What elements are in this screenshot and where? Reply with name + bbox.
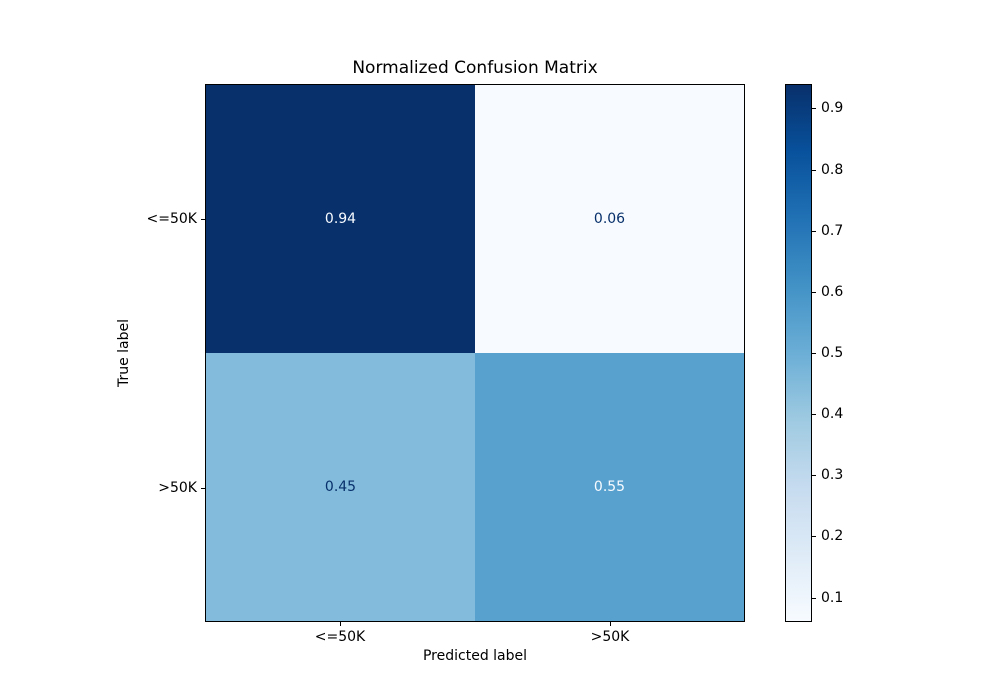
colorbar-tick-label-5: 0.4 [821,406,844,422]
colorbar [785,84,812,622]
heatmap-cell-1-1: 0.55 [475,353,744,621]
colorbar-tick-mark-7 [812,536,816,537]
y-axis-label: True label [116,318,132,388]
colorbar-tick-label-4: 0.5 [821,345,844,361]
colorbar-tick-mark-5 [812,414,816,415]
colorbar-tick-label-3: 0.6 [821,284,844,300]
x-axis-label: Predicted label [422,648,528,664]
chart-title: Normalized Confusion Matrix [352,58,598,78]
x-tick-label-1: >50K [590,629,630,645]
colorbar-tick-mark-3 [812,292,816,293]
colorbar-tick-label-6: 0.3 [821,467,844,483]
y-tick-mark-0 [201,219,205,220]
x-tick-mark-1 [610,622,611,626]
colorbar-tick-label-7: 0.2 [821,528,844,544]
x-tick-mark-0 [340,622,341,626]
colorbar-tick-label-1: 0.8 [821,162,844,178]
colorbar-tick-label-8: 0.1 [821,590,844,606]
y-tick-label-1: >50K [158,479,197,496]
colorbar-tick-mark-0 [812,108,816,109]
colorbar-tick-label-2: 0.7 [821,223,844,239]
heatmap-cell-0-1: 0.06 [475,85,744,353]
colorbar-tick-label-0: 0.9 [821,100,844,116]
heatmap-axes: 0.94 0.06 0.45 0.55 [205,84,745,622]
y-tick-label-0: <=50K [146,210,197,227]
x-tick-label-0: <=50K [314,629,366,645]
colorbar-tick-mark-8 [812,598,816,599]
colorbar-tick-mark-6 [812,475,816,476]
colorbar-tick-mark-4 [812,353,816,354]
y-tick-mark-1 [201,488,205,489]
heatmap-cell-1-0: 0.45 [206,353,475,621]
colorbar-tick-mark-1 [812,170,816,171]
colorbar-tick-mark-2 [812,231,816,232]
heatmap-cell-0-0: 0.94 [206,85,475,353]
